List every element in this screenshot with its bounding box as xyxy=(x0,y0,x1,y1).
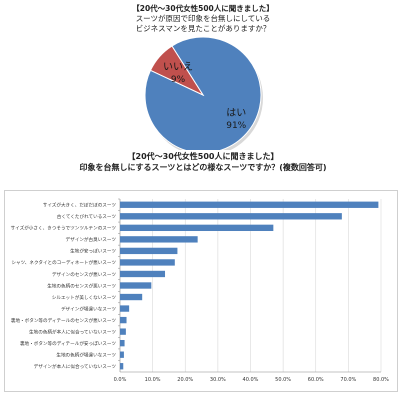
bar-title-line-1: 【20代～30代女性500人に聞きました】 xyxy=(127,152,279,161)
bar xyxy=(120,236,198,243)
y-category-label: 裏地・ボタン等のディテールが安っぽいスーツ xyxy=(20,340,116,347)
pie-slice-yes xyxy=(144,36,262,150)
pie-title-line-2: スーツが原因で印象を台無しにしている xyxy=(135,14,271,23)
bar-chart-title: 【20代～30代女性500人に聞きました】 印象を台無しにするスーツとはどの様な… xyxy=(0,151,406,173)
y-category-label: 生地の色柄が場違いなスーツ xyxy=(56,352,116,359)
y-category-label: デザインのセンスが悪いスーツ xyxy=(52,271,117,278)
pie-title-line-3: ビジネスマンを見たことがありますか？ xyxy=(135,24,271,33)
x-tick-label: 40.0% xyxy=(243,377,259,383)
y-category-label: シルエットが美しくないスーツ xyxy=(52,294,117,301)
bar xyxy=(120,224,274,232)
bar xyxy=(120,270,166,278)
y-category-label: デザインが古臭いスーツ xyxy=(66,236,117,243)
pie-chart: はい 91% いいえ 9% xyxy=(144,36,263,150)
pie-slice-no xyxy=(149,45,205,97)
y-category-label: 生地が安っぽいスーツ xyxy=(70,248,116,255)
bar xyxy=(120,328,126,335)
pie-value-yes: 91% xyxy=(226,121,246,131)
pie-label-no: いいえ xyxy=(163,61,193,73)
bar xyxy=(120,259,175,266)
bar xyxy=(120,213,342,220)
x-tick-label: 50.0% xyxy=(275,377,291,383)
y-category-label: 生地の色柄が本人に似合っていないスーツ xyxy=(29,328,116,335)
x-tick-label: 80.0% xyxy=(373,377,389,383)
x-tick-label: 0.0% xyxy=(114,377,127,383)
y-category-label: シャツ、ネクタイとのコーディネートが悪いスーツ xyxy=(11,259,116,266)
y-category-label: 古くてくたびれているスーツ xyxy=(57,213,117,220)
pie-title-line-1: 【20代～30代女性500人に聞きました】 xyxy=(132,4,274,13)
y-category-label: サイズが大きく、だぼだぼのスーツ xyxy=(43,202,117,209)
y-category-label: サイズが小さく、きつそうでツンツルテンのスーツ xyxy=(11,225,117,232)
bar-chart-frame xyxy=(4,190,398,392)
pie-value-no: 9% xyxy=(171,75,186,85)
y-category-label: 裏地・ボタン等のディテールのセンスが悪いスーツ xyxy=(11,317,117,324)
bar xyxy=(120,305,130,312)
bar xyxy=(120,247,178,255)
y-category-label: 生地の色柄のセンスが悪いスーツ xyxy=(47,282,116,289)
bar xyxy=(120,316,127,324)
x-tick-label: 60.0% xyxy=(308,377,324,383)
bar xyxy=(120,293,143,301)
bar xyxy=(120,201,379,208)
bar xyxy=(120,351,124,358)
x-tick-label: 20.0% xyxy=(177,377,193,383)
x-tick-label: 70.0% xyxy=(340,377,356,383)
pie-chart-title: 【20代～30代女性500人に聞きました】 スーツが原因で印象を台無しにしている… xyxy=(100,4,306,34)
y-category-label: デザインが本人に似合っていないスーツ xyxy=(34,363,117,370)
x-tick-label: 30.0% xyxy=(210,377,226,383)
bar xyxy=(120,339,125,347)
y-category-label: デザインが場違いなスーツ xyxy=(61,305,116,312)
x-tick-label: 10.0% xyxy=(145,377,161,383)
bar xyxy=(120,363,124,370)
pie-label-yes: はい xyxy=(226,107,246,119)
bar xyxy=(120,282,152,289)
bar-title-line-2: 印象を台無しにするスーツとはどの様なスーツですか？(複数回答可) xyxy=(79,163,327,172)
